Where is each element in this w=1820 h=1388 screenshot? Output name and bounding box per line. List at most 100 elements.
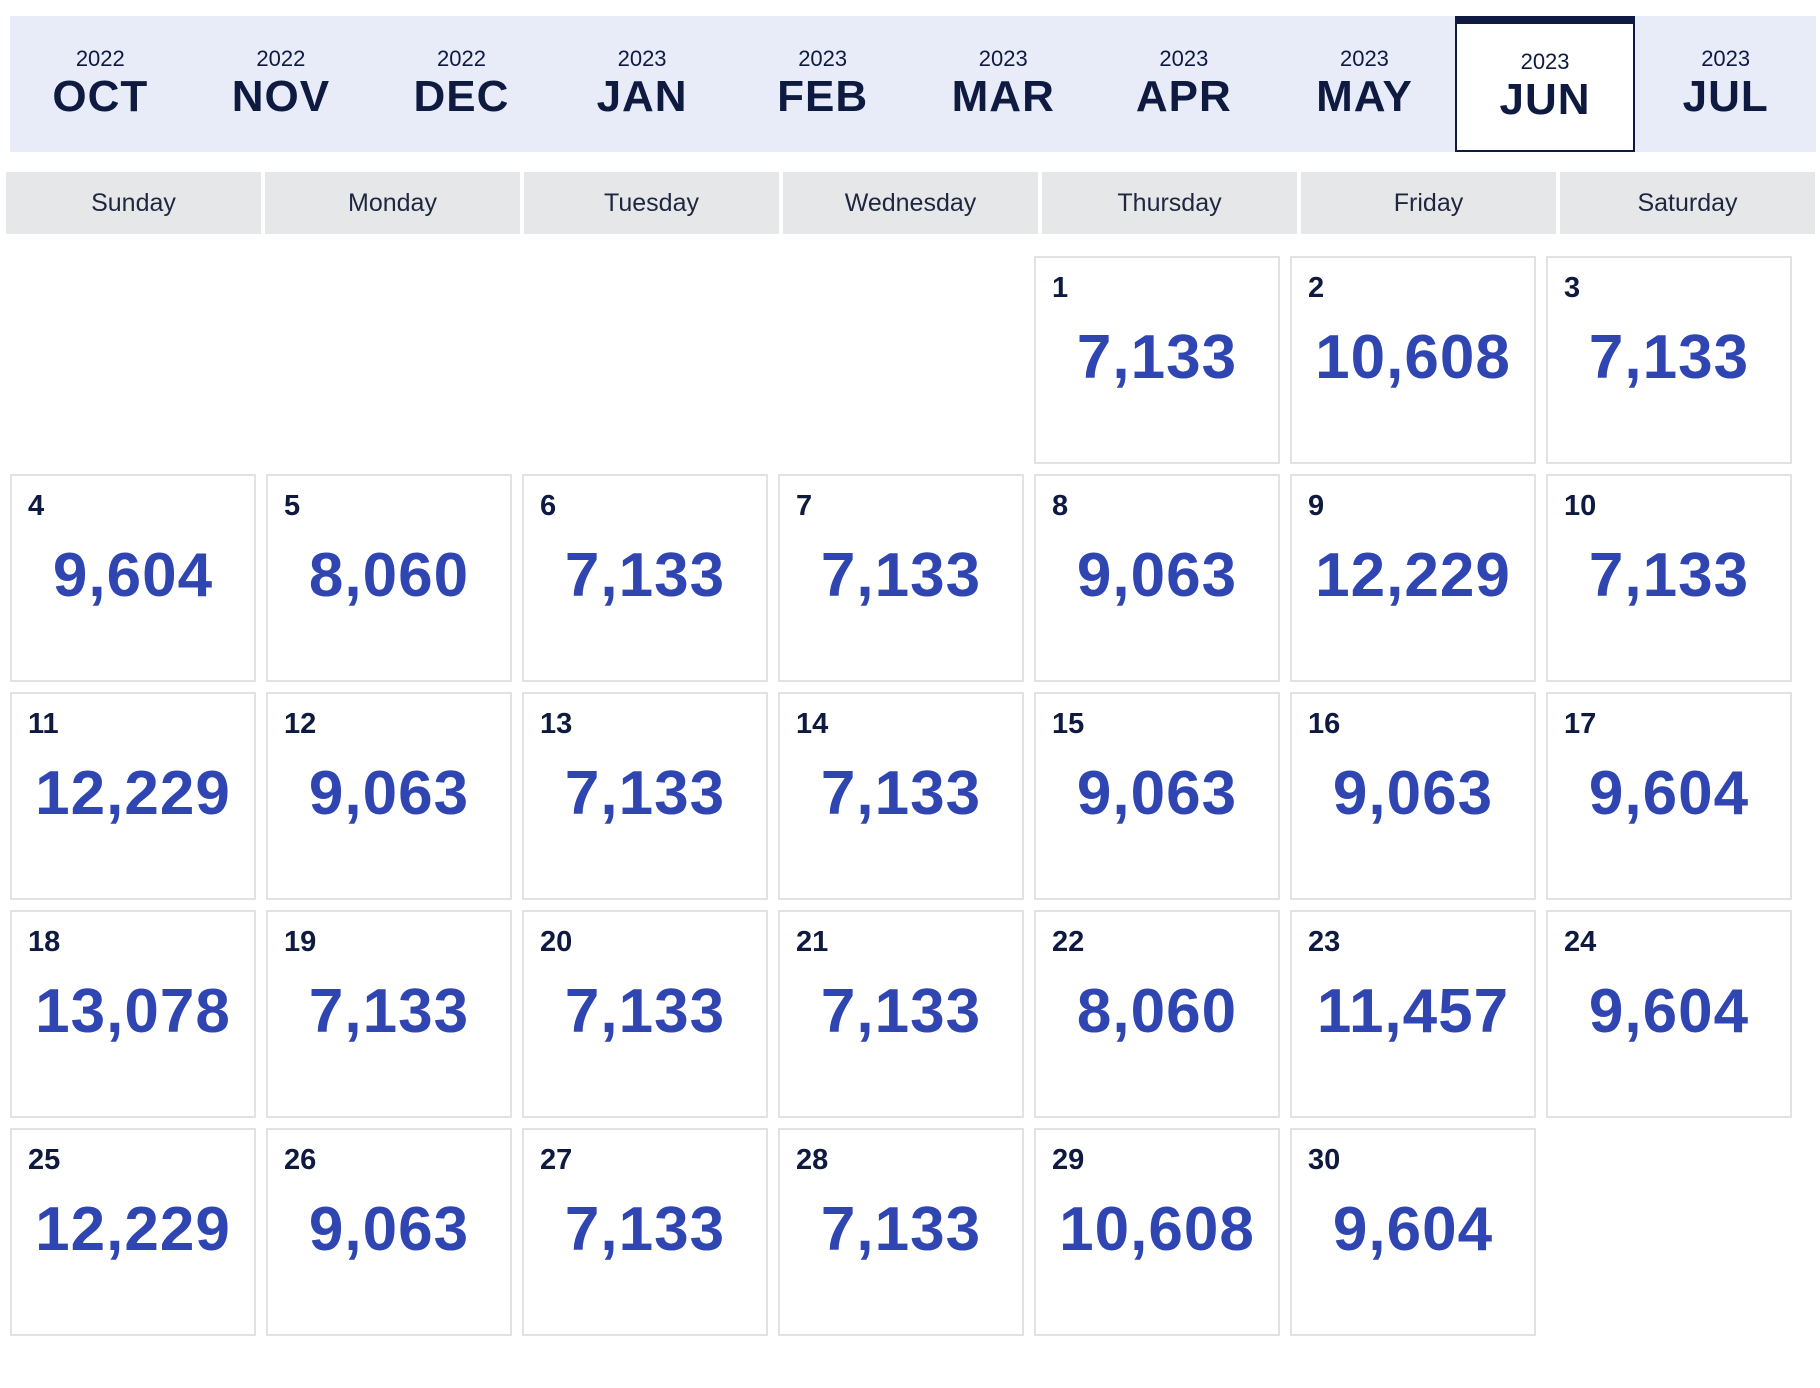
day-number: 12: [284, 708, 317, 740]
day-number: 21: [796, 926, 829, 958]
day-cell-25[interactable]: 25 12,229: [10, 1128, 256, 1336]
day-number: 7: [796, 490, 813, 522]
month-tab-nov-2022[interactable]: 2022 NOV: [191, 16, 372, 152]
day-value: 8,060: [1076, 977, 1238, 1046]
day-value: 9,063: [308, 1195, 470, 1264]
month-tab-year: 2022: [437, 46, 486, 71]
day-cell-28[interactable]: 28 7,133: [778, 1128, 1024, 1336]
month-tab-name: JAN: [596, 72, 688, 121]
month-tab-jul-2023[interactable]: 2023 JUL: [1635, 16, 1816, 152]
month-tab-name: APR: [1135, 72, 1232, 121]
month-tab-name: MAR: [951, 72, 1055, 121]
day-number: 24: [1564, 926, 1597, 958]
day-cell-14[interactable]: 14 7,133: [778, 692, 1024, 900]
day-value: 8,060: [308, 541, 470, 610]
day-value: 13,078: [35, 977, 231, 1046]
day-cell-20[interactable]: 20 7,133: [522, 910, 768, 1118]
day-number: 3: [1564, 272, 1581, 304]
month-tab-name: JUN: [1499, 75, 1591, 124]
month-tab-year: 2023: [978, 46, 1028, 71]
day-cell-16[interactable]: 16 9,063: [1290, 692, 1536, 900]
day-value: 11,457: [1316, 977, 1510, 1046]
day-cell-2[interactable]: 2 10,608: [1290, 256, 1536, 464]
day-number: 20: [540, 926, 573, 958]
day-number: 30: [1308, 1144, 1341, 1176]
day-value: 9,063: [1076, 759, 1238, 828]
month-tab-dec-2022[interactable]: 2022 DEC: [371, 16, 552, 152]
day-cell-27[interactable]: 27 7,133: [522, 1128, 768, 1336]
day-cell-17[interactable]: 17 9,604: [1546, 692, 1792, 900]
day-cell-19[interactable]: 19 7,133: [266, 910, 512, 1118]
day-number: 11: [28, 708, 59, 740]
day-cell-3[interactable]: 3 7,133: [1546, 256, 1792, 464]
month-tab-year: 2023: [798, 46, 848, 71]
day-cell-9[interactable]: 9 12,229: [1290, 474, 1536, 682]
month-tab-name: OCT: [52, 72, 149, 121]
month-tab-name: NOV: [231, 72, 331, 121]
month-selector-bar: 2022 OCT 2022 NOV 2022 DEC 2023 JAN 2023 FEB 2023 M…: [10, 16, 1816, 152]
day-number: 1: [1052, 272, 1069, 304]
day-cell-11[interactable]: 11 12,229: [10, 692, 256, 900]
day-cell-21[interactable]: 21 7,133: [778, 910, 1024, 1118]
day-value: 7,133: [564, 1195, 726, 1264]
month-tab-year: 2023: [1339, 46, 1389, 71]
month-tab-mar-2023[interactable]: 2023 MAR: [913, 16, 1094, 152]
day-cell-6[interactable]: 6 7,133: [522, 474, 768, 682]
day-number: 15: [1052, 708, 1085, 740]
day-value: 10,608: [1059, 1195, 1255, 1264]
day-number: 19: [284, 926, 317, 958]
month-tab-jun-2023[interactable]: 2023 JUN: [1454, 16, 1636, 152]
day-cell-13[interactable]: 13 7,133: [522, 692, 768, 900]
day-value: 7,133: [308, 977, 470, 1046]
day-cell-30[interactable]: 30 9,604: [1290, 1128, 1536, 1336]
day-value: 7,133: [1076, 323, 1238, 392]
day-cell-29[interactable]: 29 10,608: [1034, 1128, 1280, 1336]
day-value: 9,063: [1332, 759, 1494, 828]
day-cell-26[interactable]: 26 9,063: [266, 1128, 512, 1336]
day-number: 10: [1564, 490, 1597, 522]
day-number: 18: [28, 926, 61, 958]
day-cell-7[interactable]: 7 7,133: [778, 474, 1024, 682]
month-tab-apr-2023[interactable]: 2023 APR: [1094, 16, 1275, 152]
day-cell-15[interactable]: 15 9,063: [1034, 692, 1280, 900]
day-value: 7,133: [564, 977, 726, 1046]
day-cell-23[interactable]: 23 11,457: [1290, 910, 1536, 1118]
day-value: 12,229: [35, 1195, 231, 1264]
month-tab-year: 2023: [1701, 46, 1751, 71]
month-tab-name: MAY: [1316, 72, 1413, 121]
day-value: 12,229: [1315, 541, 1511, 610]
month-tab-year: 2023: [617, 46, 667, 71]
day-number: 2: [1308, 272, 1325, 304]
weekday-header-wednesday: Wednesday: [783, 172, 1038, 234]
day-number: 28: [796, 1144, 829, 1176]
day-value: 12,229: [35, 759, 231, 828]
day-cell-12[interactable]: 12 9,063: [266, 692, 512, 900]
day-number: 4: [28, 490, 45, 522]
day-cell-8[interactable]: 8 9,063: [1034, 474, 1280, 682]
day-number: 25: [28, 1144, 61, 1176]
weekday-header-friday: Friday: [1301, 172, 1556, 234]
month-tab-feb-2023[interactable]: 2023 FEB: [732, 16, 913, 152]
day-cell-24[interactable]: 24 9,604: [1546, 910, 1792, 1118]
month-tab-jan-2023[interactable]: 2023 JAN: [552, 16, 733, 152]
day-number: 27: [540, 1144, 573, 1176]
month-tab-name: DEC: [413, 72, 510, 121]
day-cell-22[interactable]: 22 8,060: [1034, 910, 1280, 1118]
day-cell-4[interactable]: 4 9,604: [10, 474, 256, 682]
day-number: 22: [1052, 926, 1085, 958]
day-number: 14: [796, 708, 829, 740]
day-cell-1[interactable]: 1 7,133: [1034, 256, 1280, 464]
month-tab-may-2023[interactable]: 2023 MAY: [1274, 16, 1455, 152]
month-tab-oct-2022[interactable]: 2022 OCT: [10, 16, 191, 152]
weekday-header-monday: Monday: [265, 172, 520, 234]
weekday-header-thursday: Thursday: [1042, 172, 1297, 234]
month-tab-name: FEB: [777, 72, 869, 121]
day-cell-5[interactable]: 5 8,060: [266, 474, 512, 682]
day-value: 9,604: [1332, 1195, 1494, 1264]
day-number: 26: [284, 1144, 317, 1176]
day-value: 9,604: [52, 541, 214, 610]
day-cell-18[interactable]: 18 13,078: [10, 910, 256, 1118]
day-cell-10[interactable]: 10 7,133: [1546, 474, 1792, 682]
day-value: 9,063: [1076, 541, 1238, 610]
day-number: 29: [1052, 1144, 1085, 1176]
